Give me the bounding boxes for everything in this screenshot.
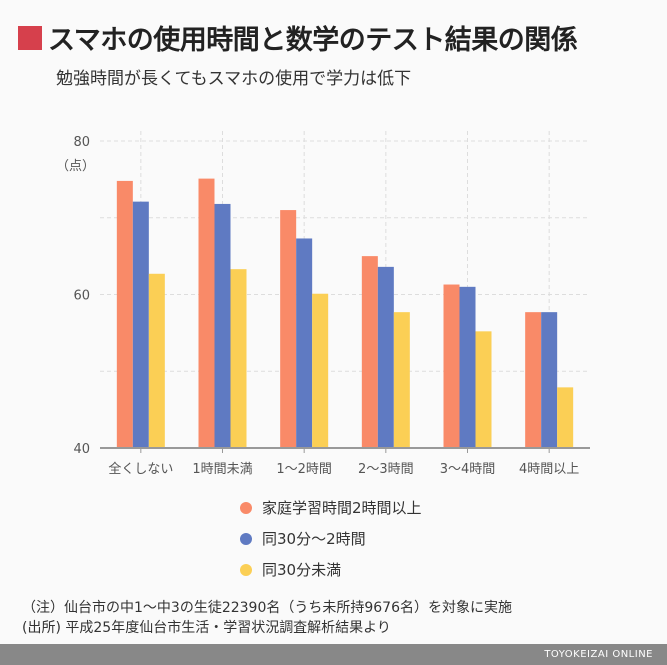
bar bbox=[116, 180, 133, 448]
x-tick-label: 1〜2時間 bbox=[276, 462, 332, 477]
legend-item: 家庭学習時間2時間以上 bbox=[240, 492, 422, 523]
title-text: スマホの使用時間と数学のテスト結果の関係 bbox=[48, 25, 578, 56]
x-tick-label: 4時間以上 bbox=[519, 462, 579, 477]
bar-chart: 全くしない 1時間未満 1〜2時間 2〜3時間 3〜4時間 4時間以上 40 60 80 （点） bbox=[56, 131, 590, 477]
bar bbox=[312, 293, 329, 448]
bar bbox=[541, 312, 558, 448]
bar bbox=[525, 312, 542, 448]
x-tick-label: 全くしない bbox=[108, 461, 173, 477]
x-tick-label: 2〜3時間 bbox=[358, 462, 414, 477]
y-axis-label: （点） bbox=[56, 159, 95, 174]
bar bbox=[148, 273, 165, 448]
legend-dot-icon bbox=[240, 501, 252, 514]
bar bbox=[230, 269, 247, 448]
bar bbox=[393, 312, 410, 448]
notes: （注）仙台市の中1〜中3の生徒22390名（うち未所持9676名）を対象に実施 … bbox=[22, 598, 512, 638]
bar bbox=[132, 201, 149, 448]
legend: 家庭学習時間2時間以上 同30分〜2時間 同30分未満 bbox=[240, 492, 422, 585]
legend-label: 家庭学習時間2時間以上 bbox=[262, 499, 422, 517]
bar bbox=[361, 256, 378, 448]
y-tick-label: 60 bbox=[73, 289, 90, 304]
y-tick-label: 80 bbox=[73, 135, 90, 150]
legend-label: 同30分〜2時間 bbox=[262, 530, 366, 548]
bar bbox=[280, 210, 297, 448]
y-tick-label: 40 bbox=[73, 442, 90, 457]
legend-label: 同30分未満 bbox=[262, 561, 342, 579]
bar bbox=[377, 266, 394, 448]
bar bbox=[443, 284, 460, 448]
chart-title: スマホの使用時間と数学のテスト結果の関係 bbox=[18, 18, 578, 57]
x-tick-label: 1時間未満 bbox=[192, 462, 252, 477]
bar bbox=[214, 203, 231, 448]
legend-item: 同30分〜2時間 bbox=[240, 523, 422, 554]
footer-brand: TOYOKEIZAI ONLINE bbox=[0, 644, 667, 665]
source-text: (出所) 平成25年度仙台市生活・学習状況調査解析結果より bbox=[22, 620, 391, 636]
legend-item: 同30分未満 bbox=[240, 554, 422, 585]
x-tick-label: 3〜4時間 bbox=[440, 462, 496, 477]
bar bbox=[198, 178, 215, 449]
legend-dot-icon bbox=[240, 563, 252, 576]
legend-dot-icon bbox=[240, 532, 252, 545]
bar bbox=[296, 238, 313, 448]
title-marker-icon bbox=[18, 25, 42, 50]
bar bbox=[475, 331, 492, 448]
bar bbox=[557, 387, 574, 448]
chart-subtitle: 勉強時間が長くてもスマホの使用で学力は低下 bbox=[56, 69, 412, 89]
bar bbox=[459, 286, 476, 448]
note-text: （注）仙台市の中1〜中3の生徒22390名（うち未所持9676名）を対象に実施 bbox=[22, 600, 512, 616]
